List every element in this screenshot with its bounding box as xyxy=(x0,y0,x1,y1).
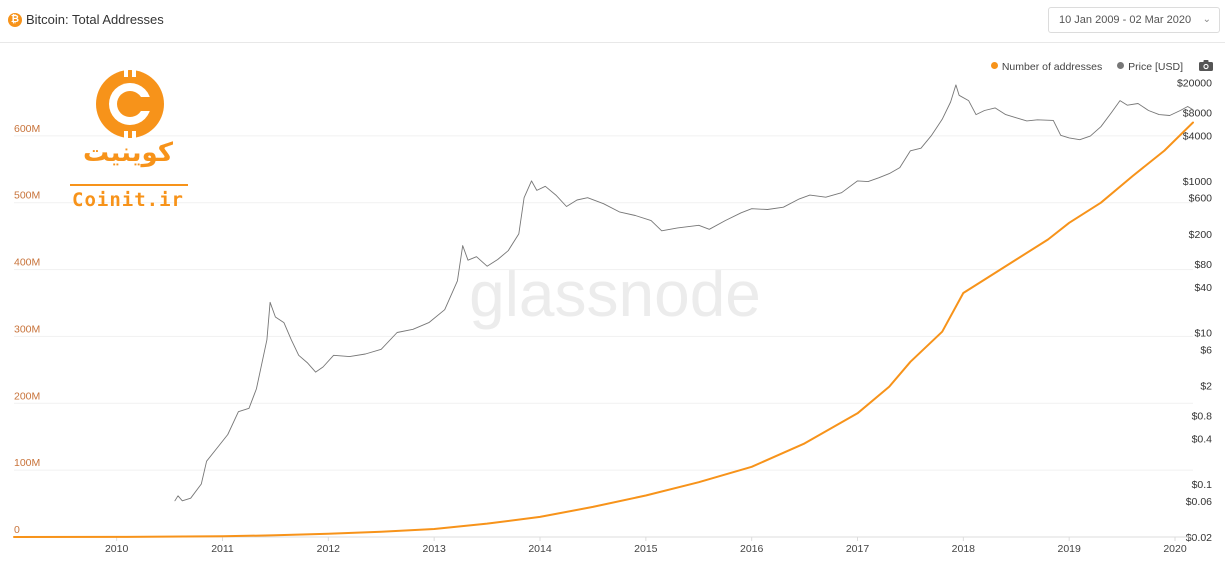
logo-text-english: Coinit.ir xyxy=(72,189,184,211)
legend-label-price: Price [USD] xyxy=(1128,61,1183,73)
right-tick-label: $8000 xyxy=(1183,107,1212,119)
date-range-picker[interactable]: 10 Jan 2009 - 02 Mar 2020 ⌄ xyxy=(1048,7,1220,33)
x-tick-label: 2011 xyxy=(211,543,234,555)
chart-plot: glassnode 0 100M 200M 300M 400M 500M 600M $200… xyxy=(13,77,1212,555)
chart-header: ₿ Bitcoin: Total Addresses 10 Jan 2009 -… xyxy=(0,0,1225,43)
legend-dot-price xyxy=(1117,62,1125,69)
legend-item-price[interactable]: Price [USD] xyxy=(1117,61,1183,73)
x-tick-label: 2018 xyxy=(952,543,976,555)
x-tick-label: 2020 xyxy=(1163,543,1187,555)
chart-title: Bitcoin: Total Addresses xyxy=(26,12,164,27)
date-range-label: 10 Jan 2009 - 02 Mar 2020 xyxy=(1059,14,1192,26)
camera-icon[interactable] xyxy=(1199,60,1213,71)
x-tick-label: 2019 xyxy=(1057,543,1081,555)
left-tick-label: 500M xyxy=(14,190,40,202)
left-tick-label: 100M xyxy=(14,457,40,469)
right-tick-label: $80 xyxy=(1194,259,1212,271)
right-tick-label: $20000 xyxy=(1177,77,1212,89)
x-axis-ticks: 2010 2011 2012 2013 2014 2015 2016 2017 2018 2019… xyxy=(14,536,1193,555)
right-tick-label: $2 xyxy=(1200,380,1212,392)
right-tick-label: $0.02 xyxy=(1186,532,1212,544)
x-tick-label: 2012 xyxy=(317,543,341,555)
right-tick-label: $0.1 xyxy=(1192,479,1213,491)
x-tick-label: 2016 xyxy=(740,543,764,555)
left-tick-label: 600M xyxy=(14,123,40,135)
right-tick-label: $6 xyxy=(1200,344,1212,356)
left-axis-ticks: 0 100M 200M 300M 400M 500M 600M xyxy=(14,123,40,536)
x-tick-label: 2010 xyxy=(105,543,129,555)
x-tick-label: 2014 xyxy=(528,543,552,555)
right-tick-label: $0.06 xyxy=(1186,496,1212,508)
chart-series xyxy=(13,84,1194,538)
watermark: glassnode xyxy=(469,258,761,330)
right-tick-label: $4000 xyxy=(1183,130,1212,142)
left-tick-label: 200M xyxy=(14,390,40,402)
left-tick-label: 300M xyxy=(14,323,40,335)
right-tick-label: $0.8 xyxy=(1192,411,1213,423)
right-tick-label: $200 xyxy=(1189,229,1213,241)
legend-label-addresses: Number of addresses xyxy=(1001,61,1103,73)
left-tick-label: 400M xyxy=(14,257,40,269)
right-tick-label: $40 xyxy=(1194,282,1212,294)
logo-divider xyxy=(70,184,188,186)
x-tick-label: 2015 xyxy=(634,543,658,555)
x-tick-label: 2017 xyxy=(846,543,870,555)
right-axis-ticks: $20000 $8000 $4000 $1000 $600 $200 $80 $40 $10 $6… xyxy=(1177,77,1212,544)
left-tick-label: 0 xyxy=(14,524,20,536)
series-line-price xyxy=(174,84,1194,502)
right-tick-label: $0.4 xyxy=(1192,433,1213,445)
chevron-down-icon: ⌄ xyxy=(1202,14,1211,25)
coinit-logo: کوینیت Coinit.ir xyxy=(66,68,196,218)
right-tick-label: $600 xyxy=(1189,193,1213,205)
bitcoin-icon: ₿ xyxy=(8,13,22,27)
coinit-logo-icon xyxy=(96,68,164,140)
right-tick-label: $10 xyxy=(1194,327,1212,339)
right-tick-label: $1000 xyxy=(1183,176,1212,188)
legend-dot-addresses xyxy=(990,62,998,69)
chart-legend: Number of addresses Price [USD] xyxy=(979,61,1183,73)
series-line-addresses xyxy=(13,121,1194,538)
legend-item-addresses[interactable]: Number of addresses xyxy=(990,61,1103,73)
x-tick-label: 2013 xyxy=(422,543,446,555)
logo-text-persian: کوینیت xyxy=(83,138,173,168)
